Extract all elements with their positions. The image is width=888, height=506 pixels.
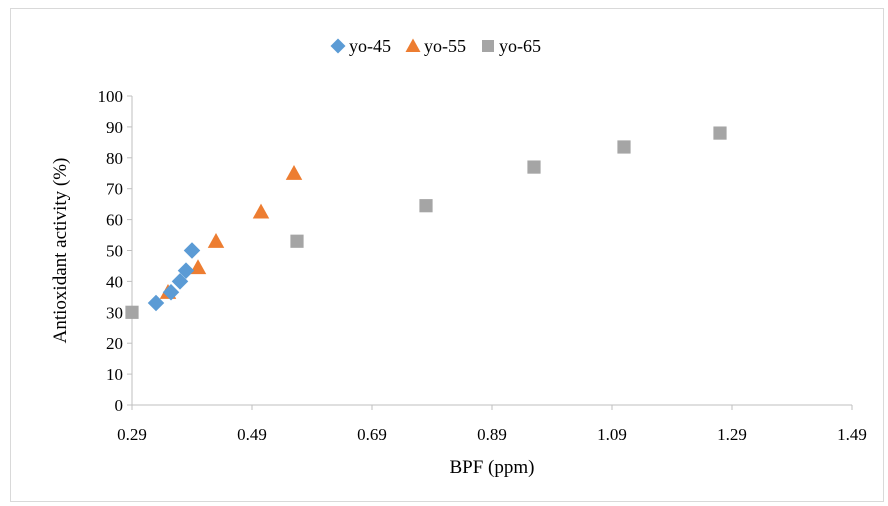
y-tick-label: 60 xyxy=(106,211,123,230)
y-tick-label: 50 xyxy=(106,242,123,261)
x-axis-ticks: 0.29 0.49 0.69 0.89 1.09 1.29 1.49 xyxy=(117,405,867,444)
x-tick-label: 0.89 xyxy=(477,425,507,444)
data-points xyxy=(125,126,727,319)
x-axis-title: BPF (ppm) xyxy=(450,457,535,478)
axes xyxy=(131,96,852,406)
legend: yo-45 yo-55 yo-65 xyxy=(330,36,541,56)
data-point-yo-65 xyxy=(290,234,304,248)
data-point-yo-45 xyxy=(171,273,189,290)
y-axis-ticks: 0 10 20 30 40 50 60 70 80 90 100 xyxy=(98,87,132,415)
y-tick-label: 20 xyxy=(106,334,123,353)
data-point-yo-65 xyxy=(419,199,433,213)
y-tick-label: 0 xyxy=(115,396,124,415)
data-point-yo-45 xyxy=(183,242,201,259)
y-tick-label: 70 xyxy=(106,180,123,199)
data-point-yo-65 xyxy=(125,305,139,319)
x-tick-label: 0.29 xyxy=(117,425,147,444)
data-point-yo-55 xyxy=(285,165,303,180)
x-tick-label: 1.09 xyxy=(597,425,627,444)
legend-marker-yo-45 xyxy=(330,38,346,54)
data-point-yo-45 xyxy=(147,294,165,312)
x-tick-label: 1.49 xyxy=(837,425,867,444)
legend-label-yo-65: yo-65 xyxy=(499,36,541,56)
chart-frame xyxy=(10,8,884,502)
y-tick-label: 10 xyxy=(106,365,123,384)
data-point-yo-45 xyxy=(162,283,180,301)
x-tick-label: 0.69 xyxy=(357,425,387,444)
y-tick-label: 30 xyxy=(106,303,123,322)
y-tick-label: 90 xyxy=(106,118,123,137)
legend-marker-yo-55 xyxy=(405,38,421,52)
data-point-yo-65 xyxy=(617,140,631,154)
data-point-yo-55 xyxy=(207,232,225,248)
legend-label-yo-55: yo-55 xyxy=(424,36,466,56)
y-tick-label: 100 xyxy=(98,87,124,106)
y-tick-label: 40 xyxy=(106,272,123,291)
legend-label-yo-45: yo-45 xyxy=(349,36,391,56)
data-point-yo-55 xyxy=(252,203,270,219)
legend-marker-yo-65 xyxy=(482,40,494,52)
x-tick-label: 1.29 xyxy=(717,425,747,444)
data-point-yo-65 xyxy=(527,160,541,174)
x-tick-label: 0.49 xyxy=(237,425,267,444)
data-point-yo-65 xyxy=(713,126,727,140)
data-point-yo-45 xyxy=(177,262,195,279)
y-tick-label: 80 xyxy=(106,149,123,168)
y-axis-title: Antioxidant activity (%) xyxy=(50,158,71,344)
